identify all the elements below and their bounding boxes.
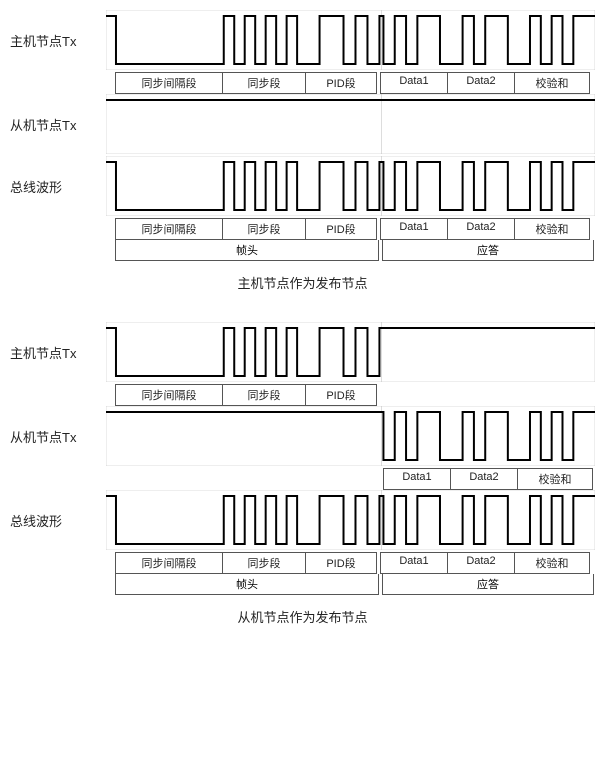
segment-label: Data2 — [447, 218, 515, 240]
waveform — [106, 406, 595, 466]
waveform — [106, 322, 595, 382]
segment-label: PID段 — [305, 72, 377, 94]
group-header: 帧头 — [115, 574, 379, 595]
segment-label: 同步段 — [222, 218, 306, 240]
waveform — [106, 10, 595, 70]
segment-label: Data2 — [447, 72, 515, 94]
row-label: 从机节点Tx — [10, 115, 106, 134]
segment-label: 校验和 — [514, 218, 590, 240]
segment-label: Data1 — [380, 72, 448, 94]
group-header: 帧头 — [115, 240, 379, 261]
group-response: 应答 — [382, 240, 594, 261]
waveform — [106, 94, 595, 154]
segment-label: 校验和 — [514, 72, 590, 94]
row-label: 主机节点Tx — [10, 31, 106, 50]
row-label: 总线波形 — [10, 511, 106, 530]
panel-caption: 主机节点作为发布节点 — [10, 273, 595, 292]
row-label: 从机节点Tx — [10, 427, 106, 446]
segment-label: Data1 — [380, 218, 448, 240]
segment-label: 同步间隔段 — [115, 72, 223, 94]
waveform-row: 从机节点Tx — [10, 94, 595, 154]
group-response: 应答 — [382, 574, 594, 595]
segment-label: PID段 — [305, 218, 377, 240]
segment-label: Data1 — [383, 468, 451, 490]
segment-label: 同步间隔段 — [115, 552, 223, 574]
segment-label: 同步间隔段 — [115, 218, 223, 240]
segment-label: PID段 — [305, 384, 377, 406]
segment-label: Data2 — [450, 468, 518, 490]
segment-label: 校验和 — [517, 468, 593, 490]
waveform-row: 从机节点Tx — [10, 406, 595, 466]
timing-panel: 主机节点Tx同步间隔段同步段PID段Data1Data2校验和从机节点Tx总线波… — [10, 10, 595, 292]
segment-label: 同步段 — [222, 552, 306, 574]
waveform-row: 主机节点Tx — [10, 322, 595, 382]
segment-label: 同步间隔段 — [115, 384, 223, 406]
timing-panel: 主机节点Tx同步间隔段同步段PID段从机节点TxData1Data2校验和总线波… — [10, 322, 595, 626]
segment-label: 同步段 — [222, 72, 306, 94]
segment-label: PID段 — [305, 552, 377, 574]
waveform-row: 主机节点Tx — [10, 10, 595, 70]
segment-label: 同步段 — [222, 384, 306, 406]
waveform — [106, 490, 595, 550]
row-label: 总线波形 — [10, 177, 106, 196]
panel-caption: 从机节点作为发布节点 — [10, 607, 595, 626]
waveform — [106, 156, 595, 216]
segment-label: Data2 — [447, 552, 515, 574]
waveform-row: 总线波形 — [10, 490, 595, 550]
waveform-row: 总线波形 — [10, 156, 595, 216]
row-label: 主机节点Tx — [10, 343, 106, 362]
segment-label: 校验和 — [514, 552, 590, 574]
segment-label: Data1 — [380, 552, 448, 574]
